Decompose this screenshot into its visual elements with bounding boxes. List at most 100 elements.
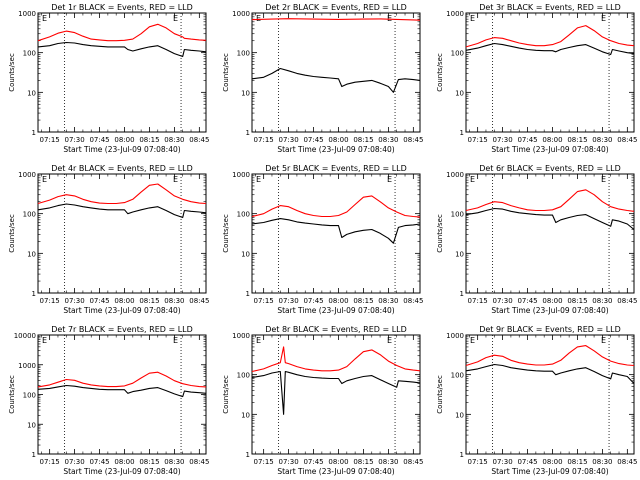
e-marker: E <box>173 336 178 345</box>
y-tick-label: 100 <box>237 211 250 219</box>
x-tick-label: 08:45 <box>403 297 423 305</box>
e-marker: E <box>601 14 606 23</box>
panel-4: Det 4r BLACK = Events, RED = LLD 1 10 100 10… <box>8 164 209 315</box>
x-tick-label: 08:15 <box>353 136 373 144</box>
panel-9: Det 9r BLACK = Events, RED = LLD 1 10 100 10… <box>436 325 637 476</box>
x-axis-label: Start Time (23-Jul-09 07:08:40) <box>277 306 394 315</box>
e-marker: E <box>42 175 47 184</box>
x-tick-label: 08:15 <box>353 458 373 466</box>
x-tick-label: 08:00 <box>114 136 134 144</box>
y-tick-label: 10 <box>455 89 464 97</box>
plot-frame <box>465 334 635 455</box>
panel-7: Det 7r BLACK = Events, RED = LLD 1 10 100 10… <box>8 325 209 476</box>
x-tick-label: 07:45 <box>303 458 323 466</box>
plot-frame <box>37 12 207 133</box>
y-tick-label: 10 <box>241 411 250 419</box>
y-tick-label: 100 <box>237 372 250 380</box>
panel-2: Det 2r BLACK = Events, RED = LLD 1 10 100 10… <box>222 3 423 154</box>
x-tick-label: 08:45 <box>189 458 209 466</box>
y-tick-label: 10 <box>241 250 250 258</box>
e-marker: E <box>387 175 392 184</box>
series-line-events <box>37 203 207 219</box>
x-tick-label: 08:30 <box>378 297 398 305</box>
x-tick-label: 08:45 <box>189 136 209 144</box>
y-tick-label: 1000 <box>232 171 250 179</box>
plot-frame <box>251 173 421 294</box>
y-tick-label: 1 <box>460 290 464 298</box>
e-marker: E <box>387 14 392 23</box>
x-tick-label: 07:15 <box>468 458 488 466</box>
x-axis-label: Start Time (23-Jul-09 07:08:40) <box>63 306 180 315</box>
e-marker: E <box>173 175 178 184</box>
y-tick-label: 10 <box>27 89 36 97</box>
x-tick-label: 08:45 <box>189 297 209 305</box>
y-tick-label: 10 <box>27 250 36 258</box>
y-tick-label: 1000 <box>446 171 464 179</box>
x-tick-label: 08:15 <box>567 136 587 144</box>
series-line-lld <box>251 195 421 218</box>
panel-title: Det 1r BLACK = Events, RED = LLD <box>51 3 193 12</box>
e-marker: E <box>470 336 475 345</box>
y-tick-label: 1 <box>246 129 250 137</box>
x-tick-label: 07:30 <box>279 297 299 305</box>
x-tick-label: 08:00 <box>328 136 348 144</box>
series-line-lld <box>465 345 635 367</box>
y-tick-label: 1 <box>32 129 36 137</box>
x-tick-label: 07:45 <box>89 458 109 466</box>
series-line-events <box>465 207 635 230</box>
y-tick-label: 10 <box>241 89 250 97</box>
x-tick-label: 07:30 <box>65 458 85 466</box>
y-axis-label: Counts/sec <box>436 214 444 253</box>
x-tick-label: 07:45 <box>517 458 537 466</box>
panel-title: Det 6r BLACK = Events, RED = LLD <box>479 164 621 173</box>
x-tick-label: 07:15 <box>254 458 274 466</box>
e-marker: E <box>42 336 47 345</box>
panel-8: Det 8r BLACK = Events, RED = LLD 1 10 100 10… <box>222 325 423 476</box>
x-tick-label: 08:00 <box>542 458 562 466</box>
e-marker: E <box>470 175 475 184</box>
panel-title: Det 5r BLACK = Events, RED = LLD <box>265 164 407 173</box>
x-tick-label: 07:15 <box>468 136 488 144</box>
panel-title: Det 4r BLACK = Events, RED = LLD <box>51 164 193 173</box>
y-tick-label: 10 <box>27 421 36 429</box>
plot-frame <box>37 334 207 455</box>
x-tick-label: 08:45 <box>403 458 423 466</box>
e-marker: E <box>256 336 261 345</box>
y-tick-label: 1000 <box>18 10 36 18</box>
x-tick-label: 07:45 <box>303 297 323 305</box>
y-tick-label: 1000 <box>232 332 250 340</box>
y-axis-label: Counts/sec <box>8 375 16 414</box>
x-tick-label: 08:15 <box>567 458 587 466</box>
plot-frame <box>465 12 635 133</box>
plot-frame <box>251 334 421 455</box>
x-tick-label: 08:00 <box>542 297 562 305</box>
panel-title: Det 3r BLACK = Events, RED = LLD <box>479 3 621 12</box>
x-tick-label: 08:45 <box>617 458 637 466</box>
x-tick-label: 07:45 <box>89 136 109 144</box>
e-marker: E <box>387 336 392 345</box>
panel-6: Det 6r BLACK = Events, RED = LLD 1 10 100 10… <box>436 164 637 315</box>
x-axis-label: Start Time (23-Jul-09 07:08:40) <box>491 306 608 315</box>
y-tick-label: 100 <box>451 50 464 58</box>
x-tick-label: 07:15 <box>40 297 60 305</box>
x-tick-label: 07:15 <box>254 297 274 305</box>
panel-title: Det 9r BLACK = Events, RED = LLD <box>479 325 621 334</box>
x-tick-label: 07:45 <box>517 297 537 305</box>
x-axis-label: Start Time (23-Jul-09 07:08:40) <box>277 467 394 476</box>
y-tick-label: 10000 <box>14 332 36 340</box>
x-axis-label: Start Time (23-Jul-09 07:08:40) <box>63 467 180 476</box>
series-line-events <box>37 384 207 398</box>
series-line-lld <box>37 371 207 388</box>
x-tick-label: 08:15 <box>567 297 587 305</box>
x-tick-label: 08:30 <box>592 458 612 466</box>
plot-frame <box>465 173 635 294</box>
panel-1: Det 1r BLACK = Events, RED = LLD 1 10 100 10… <box>8 3 209 154</box>
x-tick-label: 08:00 <box>328 458 348 466</box>
y-axis-label: Counts/sec <box>436 375 444 414</box>
x-tick-label: 07:15 <box>40 136 60 144</box>
y-tick-label: 100 <box>237 50 250 58</box>
e-marker: E <box>470 14 475 23</box>
plot-frame <box>37 173 207 294</box>
series-line-lld <box>37 23 207 42</box>
y-tick-label: 100 <box>451 372 464 380</box>
